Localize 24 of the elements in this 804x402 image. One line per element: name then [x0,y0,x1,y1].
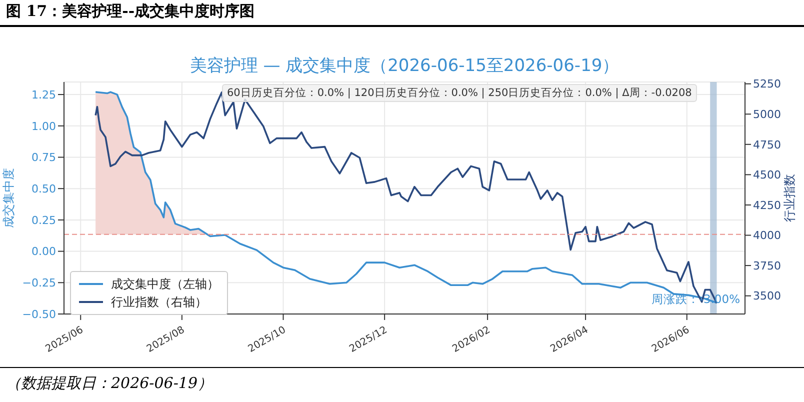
y2-tick-label: 4250 [753,198,781,212]
y-tick-label: 0.75 [32,151,56,164]
y2-axis-title: 行业指数 [782,174,796,222]
annotation: 60日历史百分位：0.0% | 120日历史百分位：0.0% | 250日历史百分位：0.0% | Δ周：-0.0208 [222,84,697,102]
y2-tick-label: 3750 [753,259,781,272]
y-tick-label: 0.00 [32,245,56,258]
y-tick-label: −0.50 [22,308,56,321]
y-tick-label: 1.25 [32,88,56,102]
y2-tick-label: 5250 [753,78,781,91]
y-axis-title: 成交集中度 [1,168,16,228]
y2-tick-label: 4000 [753,229,781,242]
y-tick-label: 0.50 [32,182,56,196]
y2-tick-label: 5000 [753,108,781,122]
legend-label: 行业指数（右轴） [111,294,207,311]
chart-title: 图 17：美容护理--成交集中度时序图 [6,2,255,21]
y-tick-label: 1.00 [32,120,56,133]
chart-subtitle: 美容护理 — 成交集中度（2026-06-15至2026-06-19） [188,55,620,77]
y2-tick-label: 4750 [753,138,781,152]
text: （数据提取日：2026-06-19） [6,374,212,393]
y-tick-label: 0.25 [32,214,56,227]
y2-tick-label: 3500 [753,290,781,303]
y-tick-label: −0.25 [22,276,56,290]
legend-label: 成交集中度（左轴） [111,276,219,293]
y2-tick-label: 4500 [753,168,781,182]
